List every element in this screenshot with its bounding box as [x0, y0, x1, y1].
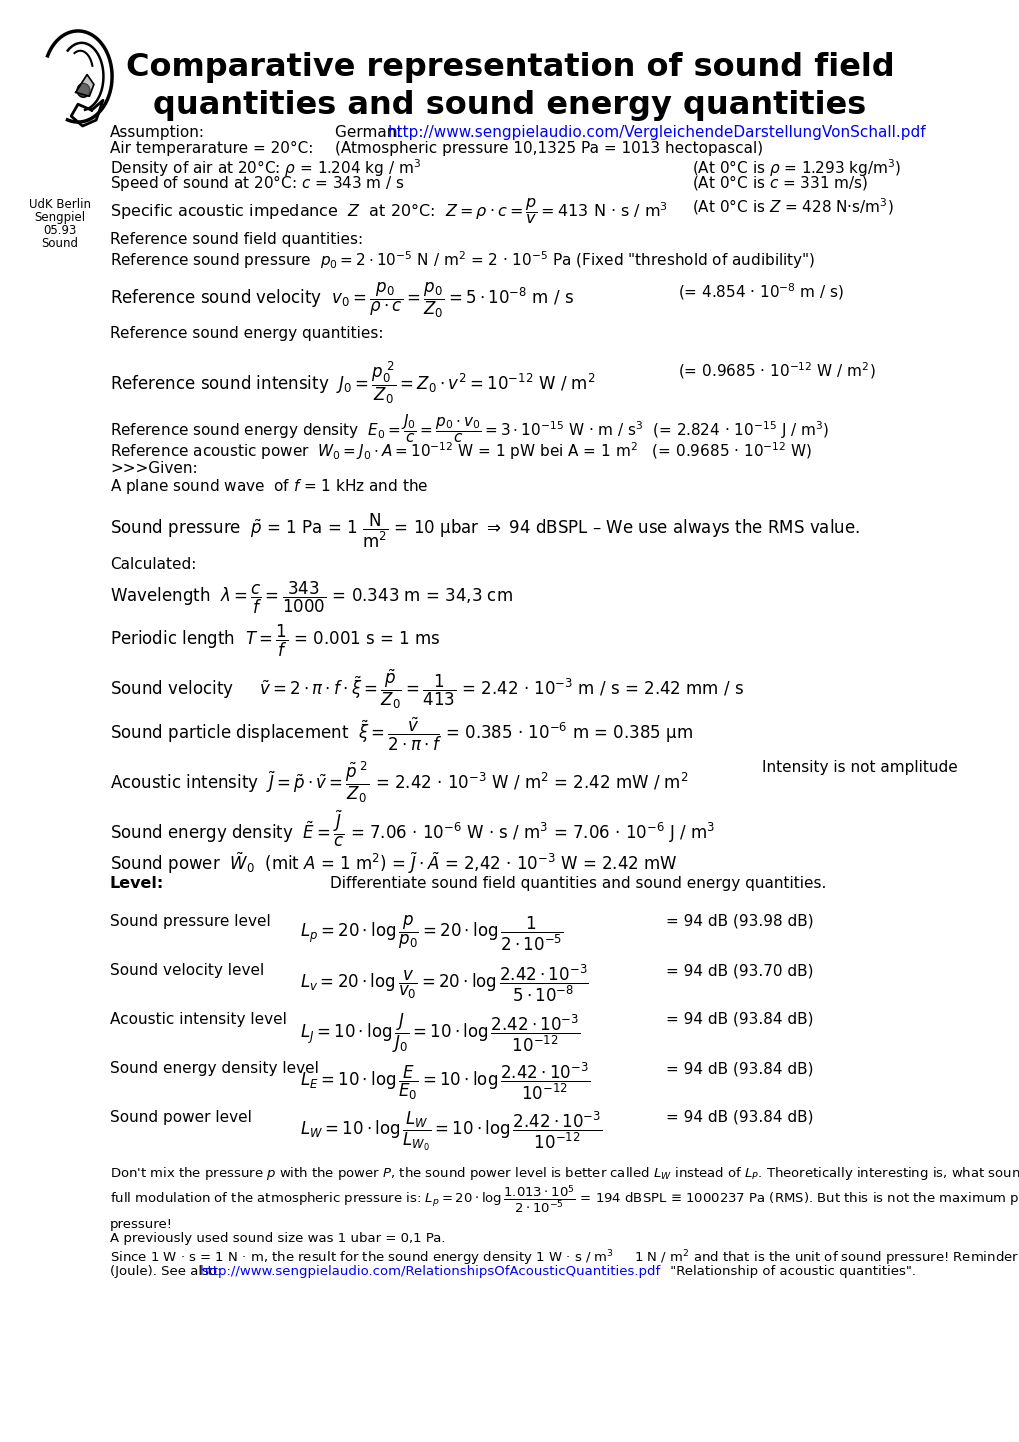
Text: = 94 dB (93.98 dB): = 94 dB (93.98 dB) — [665, 914, 813, 929]
Text: (= 0.9685 · 10$^{-12}$ W / m$^2$): (= 0.9685 · 10$^{-12}$ W / m$^2$) — [678, 360, 874, 381]
Ellipse shape — [77, 84, 90, 97]
Text: $L_W = 10 \cdot \log \dfrac{L_W}{L_{W_0}} = 10 \cdot \log \dfrac{2.42 \cdot 10^{: $L_W = 10 \cdot \log \dfrac{L_W}{L_{W_0}… — [300, 1110, 602, 1154]
Text: Assumption:: Assumption: — [110, 125, 205, 140]
Text: Sound energy density level: Sound energy density level — [110, 1061, 319, 1076]
Text: Sound energy density  $\tilde{E} = \dfrac{\tilde{J}}{c}$ = 7.06 · 10$^{-6}$ W · : Sound energy density $\tilde{E} = \dfrac… — [110, 808, 714, 848]
Text: Sound pressure  $\tilde{p}$ = 1 Pa = 1 $\dfrac{\mathrm{N}}{\mathrm{m}^2}$ = 10 μ: Sound pressure $\tilde{p}$ = 1 Pa = 1 $\… — [110, 512, 859, 551]
Text: Level:: Level: — [110, 875, 164, 891]
Text: Sound velocity level: Sound velocity level — [110, 963, 264, 978]
Text: full modulation of the atmospheric pressure is: $L_p = 20 \cdot \log \dfrac{1.01: full modulation of the atmospheric press… — [110, 1182, 1019, 1216]
Text: Reference sound energy quantities:: Reference sound energy quantities: — [110, 326, 383, 340]
Text: A plane sound wave  of $f$ = 1 kHz and the: A plane sound wave of $f$ = 1 kHz and th… — [110, 477, 428, 496]
Text: = 94 dB (93.84 dB): = 94 dB (93.84 dB) — [665, 1012, 813, 1027]
Text: Reference sound energy density  $E_0 = \dfrac{J_0}{c} = \dfrac{p_0 \cdot v_0}{c}: Reference sound energy density $E_0 = \d… — [110, 412, 828, 444]
Text: Sound particle displacement  $\tilde{\xi} = \dfrac{\tilde{v}}{2 \cdot \pi \cdot : Sound particle displacement $\tilde{\xi}… — [110, 715, 693, 753]
Text: = 94 dB (93.84 dB): = 94 dB (93.84 dB) — [665, 1061, 813, 1076]
Text: Differentiate sound field quantities and sound energy quantities.: Differentiate sound field quantities and… — [330, 875, 825, 891]
Text: 05.93: 05.93 — [43, 224, 76, 236]
Text: "Relationship of acoustic quantities".: "Relationship of acoustic quantities". — [665, 1265, 915, 1278]
Text: http://www.sengpielaudio.com/RelationshipsOfAcousticQuantities.pdf: http://www.sengpielaudio.com/Relationshi… — [200, 1265, 660, 1278]
Text: (Joule). See also:: (Joule). See also: — [110, 1265, 225, 1278]
Text: UdK Berlin: UdK Berlin — [29, 198, 91, 211]
Text: Sound: Sound — [42, 236, 78, 249]
Text: http://www.sengpielaudio.com/VergleichendeDarstellungVonSchall.pdf: http://www.sengpielaudio.com/Vergleichen… — [387, 125, 925, 140]
Text: Acoustic intensity level: Acoustic intensity level — [110, 1012, 286, 1027]
Text: Sound power  $\tilde{W}_0$  (mit $A$ = 1 m$^2$) = $\tilde{J} \cdot \tilde{A}$ = : Sound power $\tilde{W}_0$ (mit $A$ = 1 m… — [110, 851, 677, 877]
Text: $L_J = 10 \cdot \log \dfrac{J}{J_0} = 10 \cdot \log \dfrac{2.42 \cdot 10^{-3}}{1: $L_J = 10 \cdot \log \dfrac{J}{J_0} = 10… — [300, 1012, 580, 1056]
Text: = 94 dB (93.70 dB): = 94 dB (93.70 dB) — [665, 963, 813, 978]
Text: German:: German: — [334, 125, 406, 140]
Text: $L_v = 20 \cdot \log \dfrac{v}{v_0} = 20 \cdot \log \dfrac{2.42 \cdot 10^{-3}}{5: $L_v = 20 \cdot \log \dfrac{v}{v_0} = 20… — [300, 963, 588, 1005]
Text: >>>Given:: >>>Given: — [110, 461, 198, 476]
Text: (At 0°C is $Z$ = 428 N·s/m$^3$): (At 0°C is $Z$ = 428 N·s/m$^3$) — [691, 196, 893, 216]
Text: pressure!: pressure! — [110, 1218, 173, 1231]
Text: quantities and sound energy quantities: quantities and sound energy quantities — [153, 89, 866, 121]
Text: Sound velocity     $\tilde{v} = 2 \cdot \pi \cdot f \cdot \tilde{\xi} = \dfrac{\: Sound velocity $\tilde{v} = 2 \cdot \pi … — [110, 668, 744, 711]
Text: (= 4.854 · 10$^{-8}$ m / s): (= 4.854 · 10$^{-8}$ m / s) — [678, 281, 844, 301]
Text: Reference acoustic power  $W_0 = J_0 \cdot A = 10^{-12}$ W = 1 pW bei A = 1 m$^2: Reference acoustic power $W_0 = J_0 \cdo… — [110, 440, 811, 461]
Text: Reference sound intensity  $J_0 = \dfrac{p_0^{\;2}}{Z_0} = Z_0 \cdot v^2 = 10^{-: Reference sound intensity $J_0 = \dfrac{… — [110, 360, 595, 407]
Text: Sound power level: Sound power level — [110, 1110, 252, 1125]
Text: Speed of sound at 20°C: $c$ = 343 m / s: Speed of sound at 20°C: $c$ = 343 m / s — [110, 173, 405, 193]
Text: Sengpiel: Sengpiel — [35, 211, 86, 224]
Text: Wavelength  $\lambda = \dfrac{c}{f} = \dfrac{343}{1000}$ = 0.343 m = 34,3 cm: Wavelength $\lambda = \dfrac{c}{f} = \df… — [110, 580, 513, 616]
Text: Acoustic intensity  $\tilde{J} = \tilde{p} \cdot \tilde{v} = \dfrac{\tilde{p}^{\: Acoustic intensity $\tilde{J} = \tilde{p… — [110, 760, 688, 805]
Text: (Atmospheric pressure 10,1325 Pa = 1013 hectopascal): (Atmospheric pressure 10,1325 Pa = 1013 … — [334, 141, 762, 156]
Text: Density of air at 20°C: $\rho$ = 1.204 kg / m$^3$: Density of air at 20°C: $\rho$ = 1.204 k… — [110, 157, 421, 179]
Text: Sound pressure level: Sound pressure level — [110, 914, 270, 929]
Text: $L_E = 10 \cdot \log \dfrac{E}{E_0} = 10 \cdot \log \dfrac{2.42 \cdot 10^{-3}}{1: $L_E = 10 \cdot \log \dfrac{E}{E_0} = 10… — [300, 1061, 590, 1102]
Text: (At 0°C is $c$ = 331 m/s): (At 0°C is $c$ = 331 m/s) — [691, 173, 867, 192]
Text: Reference sound pressure  $p_0 = 2 \cdot 10^{-5}$ N / m$^2$ = 2 · 10$^{-5}$ Pa (: Reference sound pressure $p_0 = 2 \cdot … — [110, 249, 814, 271]
Text: = 94 dB (93.84 dB): = 94 dB (93.84 dB) — [665, 1110, 813, 1125]
Text: Intensity is not amplitude: Intensity is not amplitude — [761, 760, 957, 774]
Polygon shape — [75, 75, 94, 97]
Text: Since 1 W · s = 1 N · m, the result for the sound energy density 1 W · s / m$^3$: Since 1 W · s = 1 N · m, the result for … — [110, 1247, 1019, 1268]
Text: Calculated:: Calculated: — [110, 557, 197, 572]
Text: Reference sound velocity  $v_0 = \dfrac{p_0}{\rho \cdot c} = \dfrac{p_0}{Z_0} = : Reference sound velocity $v_0 = \dfrac{p… — [110, 281, 574, 320]
Text: $L_p = 20 \cdot \log \dfrac{p}{p_0} = 20 \cdot \log \dfrac{1}{2 \cdot 10^{-5}}$: $L_p = 20 \cdot \log \dfrac{p}{p_0} = 20… — [300, 914, 564, 953]
Text: Air temperarature = 20°C:: Air temperarature = 20°C: — [110, 141, 313, 156]
Text: Specific acoustic impedance  $Z$  at 20°C:  $Z = \rho \cdot c = \dfrac{p}{v} = 4: Specific acoustic impedance $Z$ at 20°C:… — [110, 196, 667, 226]
Text: Reference sound field quantities:: Reference sound field quantities: — [110, 232, 363, 247]
Text: Periodic length  $T = \dfrac{1}{f}$ = 0.001 s = 1 ms: Periodic length $T = \dfrac{1}{f}$ = 0.0… — [110, 623, 440, 659]
Text: Don't mix the pressure $p$ with the power $P$, the sound power level is better c: Don't mix the pressure $p$ with the powe… — [110, 1165, 1019, 1182]
Text: Comparative representation of sound field: Comparative representation of sound fiel… — [125, 52, 894, 84]
Text: (At 0°C is $\rho$ = 1.293 kg/m$^3$): (At 0°C is $\rho$ = 1.293 kg/m$^3$) — [691, 157, 900, 179]
Text: A previously used sound size was 1 ubar = 0,1 Pa.: A previously used sound size was 1 ubar … — [110, 1231, 445, 1244]
